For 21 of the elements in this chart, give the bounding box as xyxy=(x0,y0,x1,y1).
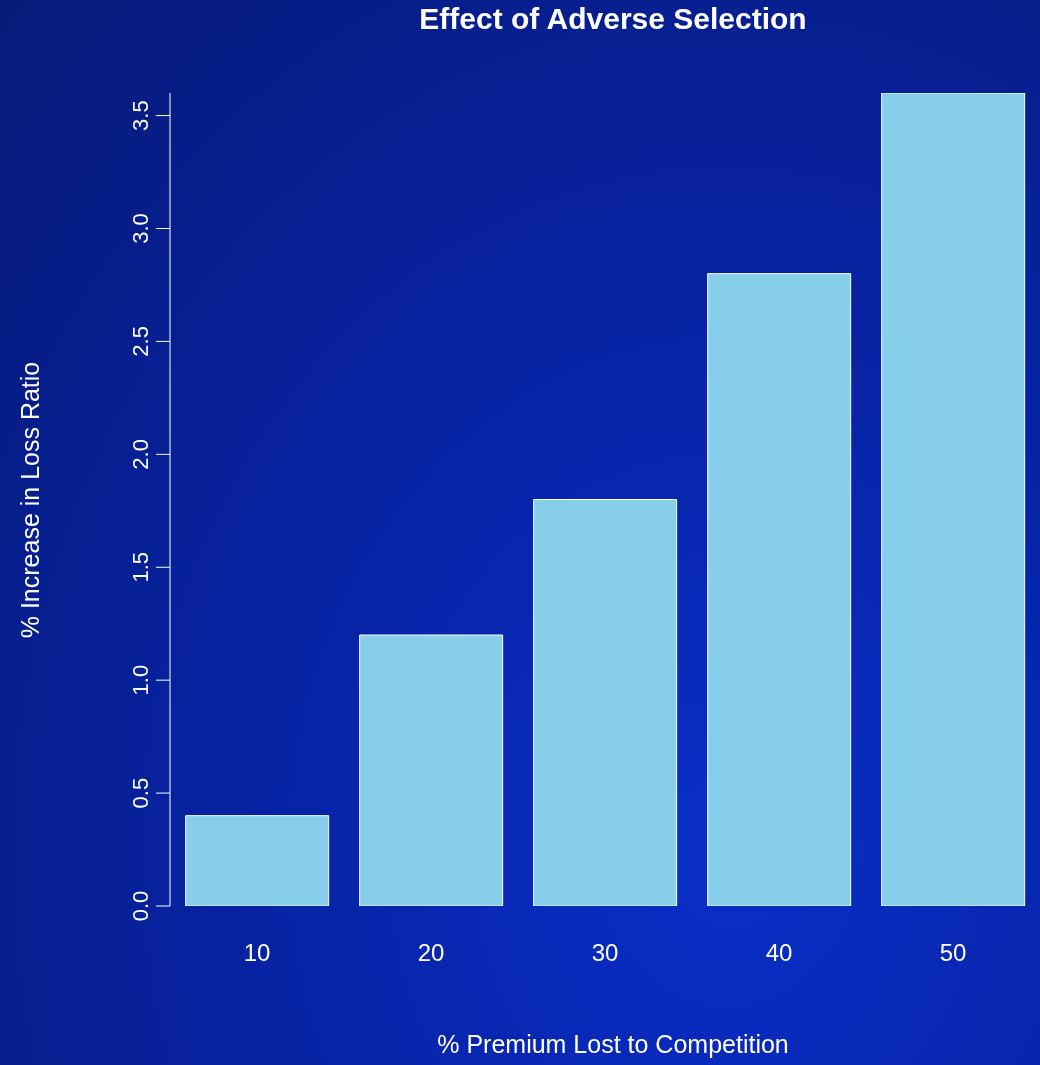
x-tick-label: 30 xyxy=(591,939,619,967)
y-axis-title: % Increase in Loss Ratio xyxy=(15,361,45,639)
y-tick-label: 0.5 xyxy=(128,777,153,809)
y-tick-label: 2.0 xyxy=(128,439,153,470)
y-tick-label: 3.0 xyxy=(128,213,153,244)
x-tick-label: 20 xyxy=(417,939,445,967)
bar xyxy=(359,634,504,906)
x-axis-title: % Premium Lost to Competition xyxy=(436,1030,790,1059)
x-tick-label: 50 xyxy=(939,939,967,967)
bar xyxy=(707,273,852,906)
chart-title: Effect of Adverse Selection xyxy=(418,2,808,36)
y-tick-label: 2.5 xyxy=(128,326,153,357)
bar xyxy=(533,499,678,906)
x-tick-label: 40 xyxy=(765,939,793,967)
y-tick-label: 1.5 xyxy=(128,551,153,583)
y-tick-label: 3.5 xyxy=(128,100,153,131)
x-tick-label: 10 xyxy=(243,939,271,967)
bar xyxy=(881,93,1026,906)
y-tick-label: 0.0 xyxy=(128,890,153,922)
y-tick-label: 1.0 xyxy=(128,664,153,696)
bar xyxy=(185,815,330,906)
